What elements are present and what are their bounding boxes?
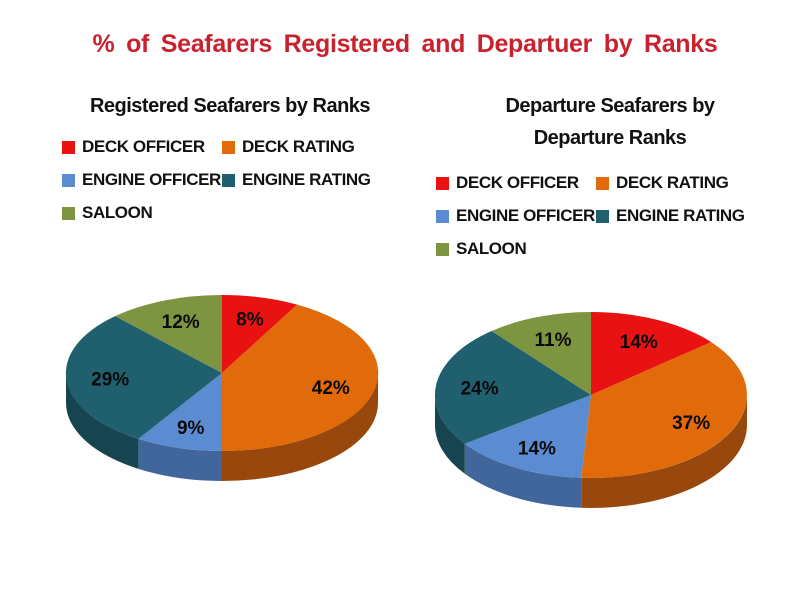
pie-slice-deck-rating — [222, 304, 379, 452]
legend-item-deck-officer: DECK OFFICER — [62, 137, 222, 157]
legend-item-deck-rating: DECK RATING — [596, 173, 781, 193]
legend-label: DECK OFFICER — [82, 137, 205, 156]
legend-swatch-deck-officer — [436, 176, 449, 190]
legend-swatch-saloon — [436, 242, 449, 256]
legend-swatch-engine-rating — [596, 209, 609, 223]
legend-swatch-deck-rating — [596, 176, 609, 190]
legend-swatch-engine-rating — [222, 173, 235, 187]
legend-item-deck-rating: DECK RATING — [222, 137, 407, 157]
legend-label: SALOON — [456, 239, 527, 258]
pie-side-engine-officer — [138, 438, 222, 482]
legend-label: ENGINE OFFICER — [82, 170, 221, 189]
legend-item-engine-officer: ENGINE OFFICER — [62, 170, 222, 190]
legend-label: ENGINE OFFICER — [456, 206, 595, 225]
pie-label-engine-officer: 14% — [518, 438, 556, 459]
legend-label: DECK RATING — [616, 173, 729, 192]
pie-label-deck-rating: 37% — [672, 413, 710, 434]
left-chart-legend: DECK OFFICER DECK RATING ENGINE OFFICER … — [62, 137, 407, 223]
pie-label-deck-officer: 8% — [236, 310, 264, 331]
pie-slice-engine-rating — [65, 316, 222, 439]
pie-label-engine-rating: 29% — [91, 369, 129, 390]
pie-slice-deck-officer — [222, 294, 298, 373]
legend-swatch-deck-officer — [62, 140, 75, 154]
pie-side-engine-rating — [65, 373, 139, 469]
pie-slice-engine-officer — [138, 373, 222, 452]
legend-item-engine-rating: ENGINE RATING — [222, 170, 407, 190]
pie-side-engine-rating — [435, 395, 465, 474]
legend-item-saloon: SALOON — [436, 239, 596, 259]
legend-label: DECK OFFICER — [456, 173, 579, 192]
left-chart-title: Registered Seafarers by Ranks — [89, 95, 371, 117]
legend-label: SALOON — [82, 203, 153, 222]
pie-label-saloon: 11% — [535, 330, 572, 351]
legend-label: ENGINE RATING — [616, 206, 745, 225]
pie-slice-saloon — [115, 294, 222, 373]
pie-slice-deck-officer — [591, 312, 712, 395]
pie-side-engine-officer — [464, 443, 582, 508]
pie-label-engine-officer: 9% — [177, 418, 205, 439]
legend-label: DECK RATING — [242, 137, 355, 156]
pie-slice-saloon — [491, 312, 591, 395]
pie-slice-engine-officer — [464, 395, 591, 478]
pie-label-engine-rating: 24% — [461, 379, 499, 400]
legend-item-deck-officer: DECK OFFICER — [436, 173, 596, 193]
legend-label: ENGINE RATING — [242, 170, 371, 189]
pie-label-deck-officer: 14% — [620, 332, 658, 353]
pie-slice-deck-rating — [581, 342, 747, 478]
pie-label-saloon: 12% — [162, 312, 200, 333]
right-chart-legend: DECK OFFICER DECK RATING ENGINE OFFICER … — [436, 173, 781, 259]
legend-swatch-engine-officer — [436, 209, 449, 223]
left-pie-chart: 8% 42% 9% 29% 12% — [65, 294, 379, 482]
pie-label-deck-rating: 42% — [312, 378, 350, 399]
right-chart-title: Departure Seafarers by Departure Ranks — [505, 95, 715, 149]
pie-slice-engine-rating — [434, 331, 591, 444]
pie-side-deck-rating — [222, 373, 378, 481]
legend-swatch-saloon — [62, 206, 75, 220]
pie-side-deck-rating — [581, 395, 747, 508]
legend-swatch-engine-officer — [62, 173, 75, 187]
legend-swatch-deck-rating — [222, 140, 235, 154]
legend-item-saloon: SALOON — [62, 203, 222, 223]
legend-item-engine-officer: ENGINE OFFICER — [436, 206, 596, 226]
legend-item-engine-rating: ENGINE RATING — [596, 206, 781, 226]
right-pie-chart: 14% 37% 14% 24% 11% — [434, 312, 747, 508]
slide-title: % of Seafarers Registered and Departuer … — [92, 30, 718, 58]
